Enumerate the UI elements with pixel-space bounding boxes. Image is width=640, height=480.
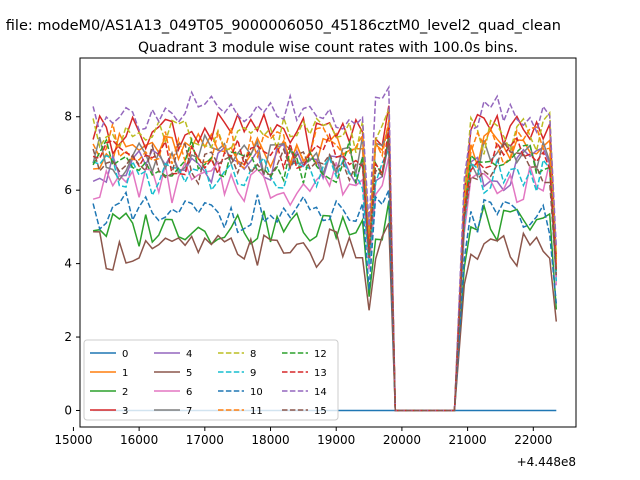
series-line-8 <box>92 109 558 412</box>
series-line-12 <box>92 134 558 412</box>
legend-label: 12 <box>314 349 327 360</box>
series-line-15 <box>92 138 558 412</box>
x-tick-label: 22000 <box>514 433 552 447</box>
series-line-13 <box>92 127 558 412</box>
y-axis: 0 2 4 6 8 <box>64 110 80 417</box>
x-tick-label: 18000 <box>251 433 289 447</box>
series-line-11 <box>92 120 558 412</box>
y-tick-label: 6 <box>64 183 72 197</box>
series-line-1 <box>93 123 558 412</box>
legend-label: 5 <box>186 368 192 379</box>
y-tick-label: 4 <box>64 257 72 271</box>
y-tick-label: 8 <box>64 110 72 124</box>
legend-label: 3 <box>122 406 128 417</box>
series-line-14 <box>92 84 558 412</box>
x-tick-label: 21000 <box>449 433 487 447</box>
y-tick-label: 0 <box>64 403 72 417</box>
legend-label: 7 <box>186 406 192 417</box>
x-tick-label: 15000 <box>54 433 92 447</box>
x-tick-label: 17000 <box>186 433 224 447</box>
legend-label: 9 <box>250 368 256 379</box>
legend-label: 0 <box>122 349 128 360</box>
legend-label: 1 <box>122 368 128 379</box>
legend-label: 10 <box>250 387 263 398</box>
x-tick-label: 19000 <box>317 433 355 447</box>
legend-label: 8 <box>250 349 256 360</box>
x-tick-label: 20000 <box>383 433 421 447</box>
legend-label: 15 <box>314 406 327 417</box>
axes-frame <box>79 57 577 428</box>
legend-label: 11 <box>250 406 263 417</box>
legend-box <box>83 339 339 421</box>
figure-suptitle: n file: modeM0/AS1A13_049T05_9000006050_… <box>0 18 561 34</box>
y-tick-label: 2 <box>64 330 72 344</box>
legend-label: 13 <box>314 368 327 379</box>
series-line-5 <box>93 222 558 412</box>
x-offset-label: +4.448e8 <box>517 455 576 469</box>
legend-label: 2 <box>122 387 128 398</box>
x-axis: 15000 16000 17000 18000 19000 20000 21000 22000 <box>54 427 552 447</box>
plot-lines <box>92 84 558 412</box>
series-line-9 <box>92 149 558 412</box>
chart-title: Quadrant 3 module wise count rates with … <box>138 40 518 56</box>
legend-label: 14 <box>314 387 327 398</box>
legend-label: 6 <box>186 387 192 398</box>
legend-label: 4 <box>186 349 192 360</box>
x-tick-label: 16000 <box>120 433 158 447</box>
series-line-10 <box>92 189 558 412</box>
